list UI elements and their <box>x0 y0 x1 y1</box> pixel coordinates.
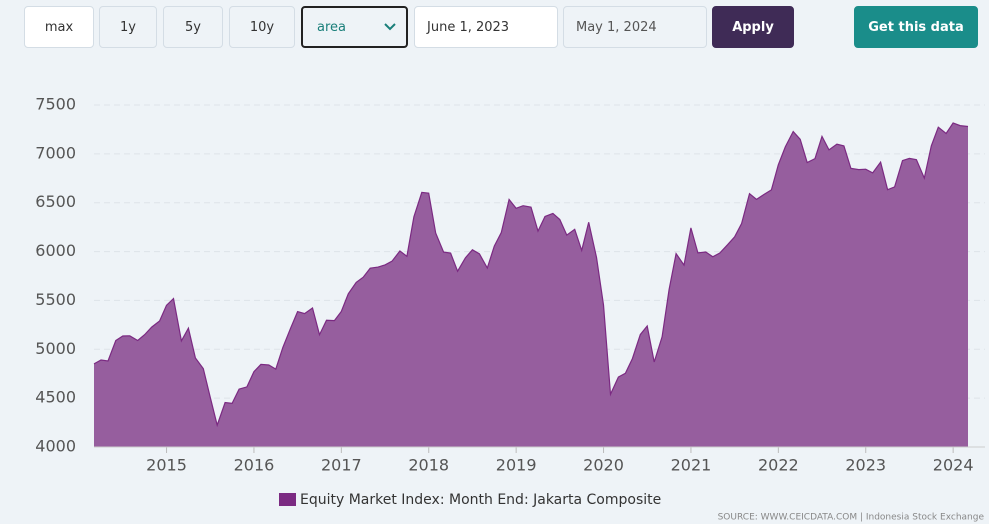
end-date-input[interactable]: May 1, 2024 <box>563 6 707 48</box>
x-tick-label: 2018 <box>408 456 449 475</box>
y-tick-label: 7500 <box>35 95 76 114</box>
area-line <box>93 122 969 428</box>
x-tick-label: 2016 <box>234 456 275 475</box>
x-tick-label: 2023 <box>845 456 886 475</box>
x-tick-label: 2019 <box>496 456 537 475</box>
get-data-button[interactable]: Get this data <box>854 6 978 48</box>
y-tick-label: 7000 <box>35 143 76 162</box>
y-tick-label: 5000 <box>35 339 76 358</box>
y-tick-label: 6000 <box>35 241 76 260</box>
x-tick-label: 2015 <box>146 456 187 475</box>
apply-button[interactable]: Apply <box>712 6 794 48</box>
x-tick-label: 2024 <box>933 456 974 475</box>
y-tick-label: 5500 <box>35 290 76 309</box>
x-tick-label: 2017 <box>321 456 362 475</box>
range-button[interactable]: max <box>24 6 94 48</box>
source-note: SOURCE: WWW.CEICDATA.COM | Indonesia Sto… <box>718 513 985 523</box>
area-fill <box>94 123 968 447</box>
select-value: area <box>317 19 346 35</box>
range-button[interactable]: 5y <box>163 6 223 48</box>
chevron <box>384 23 396 31</box>
x-tick-label: 2020 <box>583 456 624 475</box>
x-tick-label: 2022 <box>758 456 799 475</box>
y-tick-label: 6500 <box>35 192 76 211</box>
legend-swatch <box>279 493 296 506</box>
legend-label: Equity Market Index: Month End: Jakarta … <box>300 492 661 508</box>
start-date-input[interactable]: June 1, 2023 <box>414 6 558 48</box>
y-tick-label: 4500 <box>35 388 76 407</box>
range-button[interactable]: 10y <box>229 6 295 48</box>
y-tick-label: 4000 <box>35 437 76 456</box>
range-button[interactable]: 1y <box>99 6 157 48</box>
x-tick-label: 2021 <box>671 456 712 475</box>
chart-type-select[interactable]: area <box>301 6 408 48</box>
